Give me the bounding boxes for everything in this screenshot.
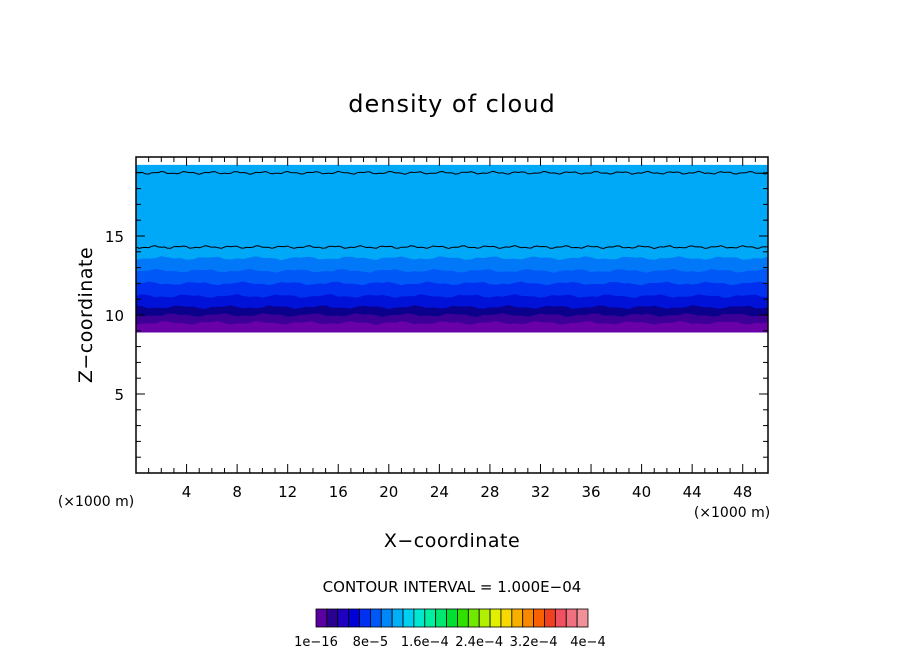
colorbar-swatch [446, 608, 458, 628]
colorbar-label: 3.2e−4 [510, 635, 558, 650]
colorbar-swatch [554, 608, 567, 628]
colorbar-swatch [544, 608, 556, 628]
colorbar-swatch [489, 608, 502, 628]
colorbar-swatch [326, 608, 339, 628]
chart-title: density of cloud [348, 90, 555, 118]
colorbar [315, 608, 589, 628]
colorbar-swatch [402, 608, 415, 628]
colorbar-swatch [435, 608, 447, 628]
density-band [136, 321, 768, 333]
colorbar-label: 1.6e−4 [401, 635, 449, 650]
axis-ticks [136, 157, 768, 473]
colorbar-swatch [500, 608, 513, 628]
y-tick-label: 5 [114, 386, 124, 404]
colorbar-swatch [533, 608, 545, 628]
contour-line [136, 245, 768, 250]
contour-lines [136, 170, 768, 250]
colorbar-labels: 1e−16 8e−5 1.6e−4 2.4e−4 3.2e−4 4e−4 [294, 635, 606, 650]
colorbar-swatch [511, 608, 524, 628]
colorbar-label: 2.4e−4 [455, 635, 503, 650]
colorbar-swatch [359, 608, 371, 628]
x-tick-label: 28 [480, 483, 499, 501]
colorbar-swatch [315, 608, 328, 628]
colorbar-swatch [348, 608, 360, 628]
colorbar-swatch [413, 608, 426, 628]
y-tick-label: 15 [105, 228, 124, 246]
colorbar-label: 4e−4 [570, 635, 605, 650]
x-tick-label: 48 [733, 483, 752, 501]
contour-line [136, 170, 768, 175]
x-tick-label: 40 [632, 483, 651, 501]
y-axis-label: Z−coordinate [75, 247, 97, 383]
x-tick-label: 8 [232, 483, 242, 501]
x-axis-label: X−coordinate [384, 530, 520, 552]
colorbar-swatch [369, 608, 382, 628]
colorbar-swatch [337, 608, 350, 628]
colorbar-swatch [522, 608, 534, 628]
x-tick-label: 44 [683, 483, 702, 501]
colorbar-swatch [467, 608, 480, 628]
colorbar-swatch [478, 608, 491, 628]
plot-area [136, 164, 768, 333]
colorbar-swatch [565, 608, 578, 628]
y-tick-labels: 5 10 15 [105, 228, 124, 404]
x-tick-label: 36 [581, 483, 600, 501]
colorbar-swatch [391, 608, 404, 628]
density-bands [136, 164, 768, 333]
contour-interval-text: CONTOUR INTERVAL = 1.000E−04 [323, 578, 582, 596]
colorbar-swatch [576, 608, 589, 628]
x-tick-label: 16 [329, 483, 348, 501]
x-tick-label: 4 [182, 483, 192, 501]
x-unit-label: (×1000 m) [694, 505, 770, 521]
colorbar-swatch [457, 608, 469, 628]
x-tick-labels: 4 8 12 16 20 24 28 32 36 40 44 48 [182, 483, 752, 501]
x-tick-label: 20 [379, 483, 398, 501]
colorbar-swatch [424, 608, 437, 628]
colorbar-swatch [380, 608, 393, 628]
colorbar-label: 1e−16 [294, 635, 338, 650]
x-tick-label: 24 [430, 483, 449, 501]
colorbar-label: 8e−5 [353, 635, 388, 650]
x-tick-label: 12 [278, 483, 297, 501]
y-tick-label: 10 [105, 307, 124, 325]
y-unit-label: (×1000 m) [58, 494, 134, 510]
x-tick-label: 32 [531, 483, 550, 501]
